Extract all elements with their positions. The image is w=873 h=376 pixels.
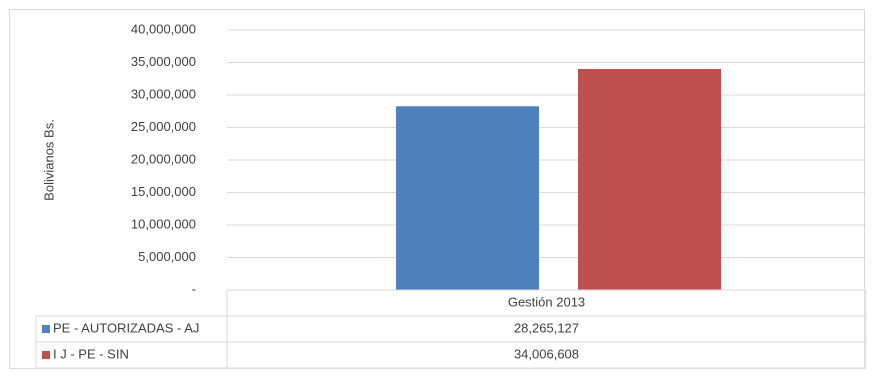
y-tick-label: 40,000,000	[131, 21, 196, 36]
y-axis-label: Bolivianos Bs.	[41, 119, 56, 201]
legend-swatch-2	[42, 351, 50, 359]
bar-1	[396, 106, 539, 290]
data-value-1: 28,265,127	[514, 320, 579, 335]
y-axis-ticks: - 5,000,000 10,000,000 15,000,000 20,000,000…	[131, 21, 196, 296]
legend-label-1: PE - AUTORIZADAS - AJ	[53, 320, 199, 335]
y-tick-label: 35,000,000	[131, 54, 196, 69]
y-tick-label: 15,000,000	[131, 184, 196, 199]
data-value-2: 34,006,608	[514, 346, 579, 361]
y-tick-label: -	[192, 281, 196, 296]
bars	[396, 68, 721, 290]
bar-2	[578, 68, 721, 290]
y-tick-label: 10,000,000	[131, 216, 196, 231]
y-tick-label: 5,000,000	[138, 249, 196, 264]
gridlines	[227, 29, 866, 258]
y-tick-label: 20,000,000	[131, 151, 196, 166]
category-label: Gestión 2013	[508, 294, 585, 309]
data-table: Gestión 2013 PE - AUTORIZADAS - AJ 28,265,…	[35, 289, 867, 369]
y-tick-label: 25,000,000	[131, 119, 196, 134]
y-tick-label: 30,000,000	[131, 86, 196, 101]
legend-swatch-1	[42, 325, 50, 333]
legend-label-2: I J - PE - SIN	[53, 346, 129, 361]
